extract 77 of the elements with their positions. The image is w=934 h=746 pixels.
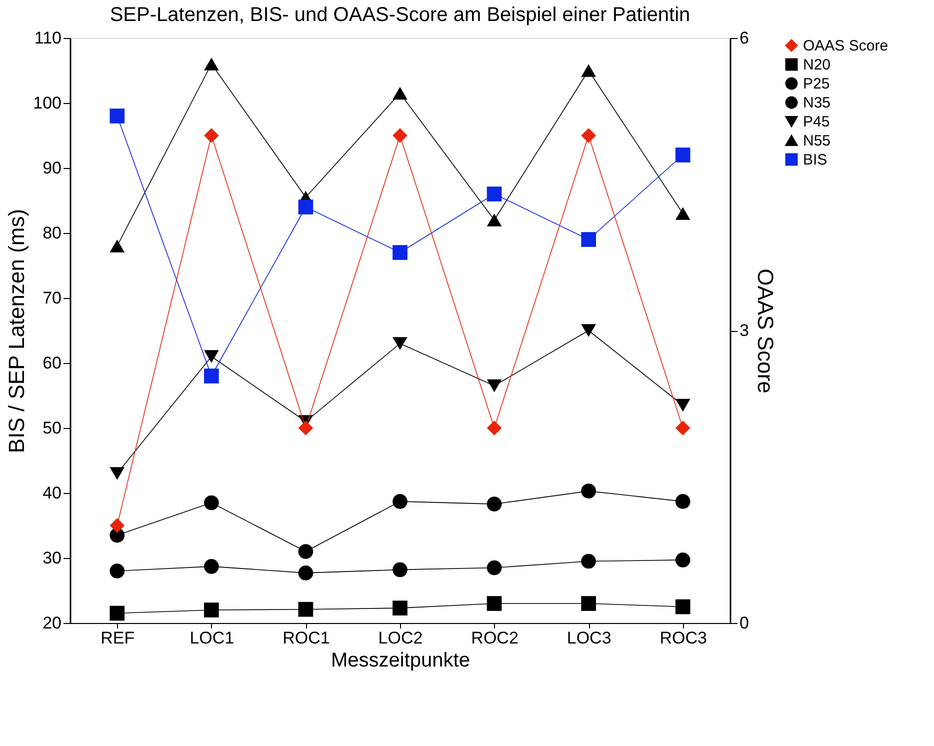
y-axis-title: BIS / SEP Latenzen (ms) [4,208,30,454]
point [392,128,408,143]
y-tick-label: 30 [42,548,62,568]
point [298,602,314,617]
point [110,108,125,124]
x-tick-label: LOC2 [378,628,423,648]
x-tick-label: ROC3 [660,628,707,648]
y-tick-label: 20 [42,614,62,632]
point [675,148,690,162]
point [110,606,125,621]
point [581,232,596,247]
chart-title: SEP-Latenzen, BIS- und OAAS-Score am Beispiel einer Patientin [110,4,690,26]
point [675,420,690,436]
x-tick-label: ROC2 [471,628,518,648]
x-tick-label: LOC3 [566,628,612,648]
point [110,240,125,252]
legend-label: N35 [803,94,831,112]
point [204,602,219,618]
x-axis-title: Messzeitpunkte [331,650,470,672]
point [204,58,219,70]
point [581,484,596,498]
point [298,566,314,580]
point [204,495,219,510]
point [486,496,502,512]
point [581,554,596,569]
point [581,596,596,611]
point [204,128,219,143]
y-tick-label: 70 [42,288,62,308]
legend-label: P45 [803,114,830,130]
point [204,368,219,384]
point [581,128,596,143]
point [675,398,690,412]
legend-label: N20 [803,56,831,74]
x-tick-label: ROC1 [282,628,330,648]
point [392,245,408,260]
point [675,552,690,568]
point [675,494,690,509]
point [486,596,502,611]
legend-label: P25 [803,76,830,92]
point [392,86,408,100]
x-tick-label: REF [100,628,135,648]
y2-tick-label: 3 [740,321,749,340]
y-tick-label: 80 [42,224,62,242]
point [110,467,125,480]
point [675,207,690,220]
y2-axis-title: OAAS Score [752,268,778,394]
x-tick-label: LOC1 [190,628,234,648]
y-tick-label: 60 [42,354,62,372]
point [298,544,314,559]
point [486,420,502,436]
legend-label: OAAS Score [803,38,888,54]
point [204,350,219,363]
y-tick-label: 90 [42,158,62,178]
y2-tick-label: 0 [740,614,749,632]
point [392,600,408,616]
point [298,200,314,214]
point [581,64,596,77]
point [298,420,314,436]
point [392,562,408,578]
point [486,560,502,576]
point [204,559,219,574]
point [486,186,502,202]
point [486,214,502,226]
y-tick-label: 110 [34,28,62,48]
point [110,564,125,578]
legend-label: N55 [803,132,831,150]
point [392,337,408,350]
y-tick-label: 100 [33,94,62,112]
point [675,599,690,614]
y-tick-label: 40 [42,484,62,502]
legend-label: BIS [803,152,828,168]
point [486,379,502,392]
y2-tick-label: 6 [740,28,749,48]
y-tick-label: 50 [42,418,62,438]
point [581,324,596,337]
point [110,518,125,533]
point [392,494,408,509]
